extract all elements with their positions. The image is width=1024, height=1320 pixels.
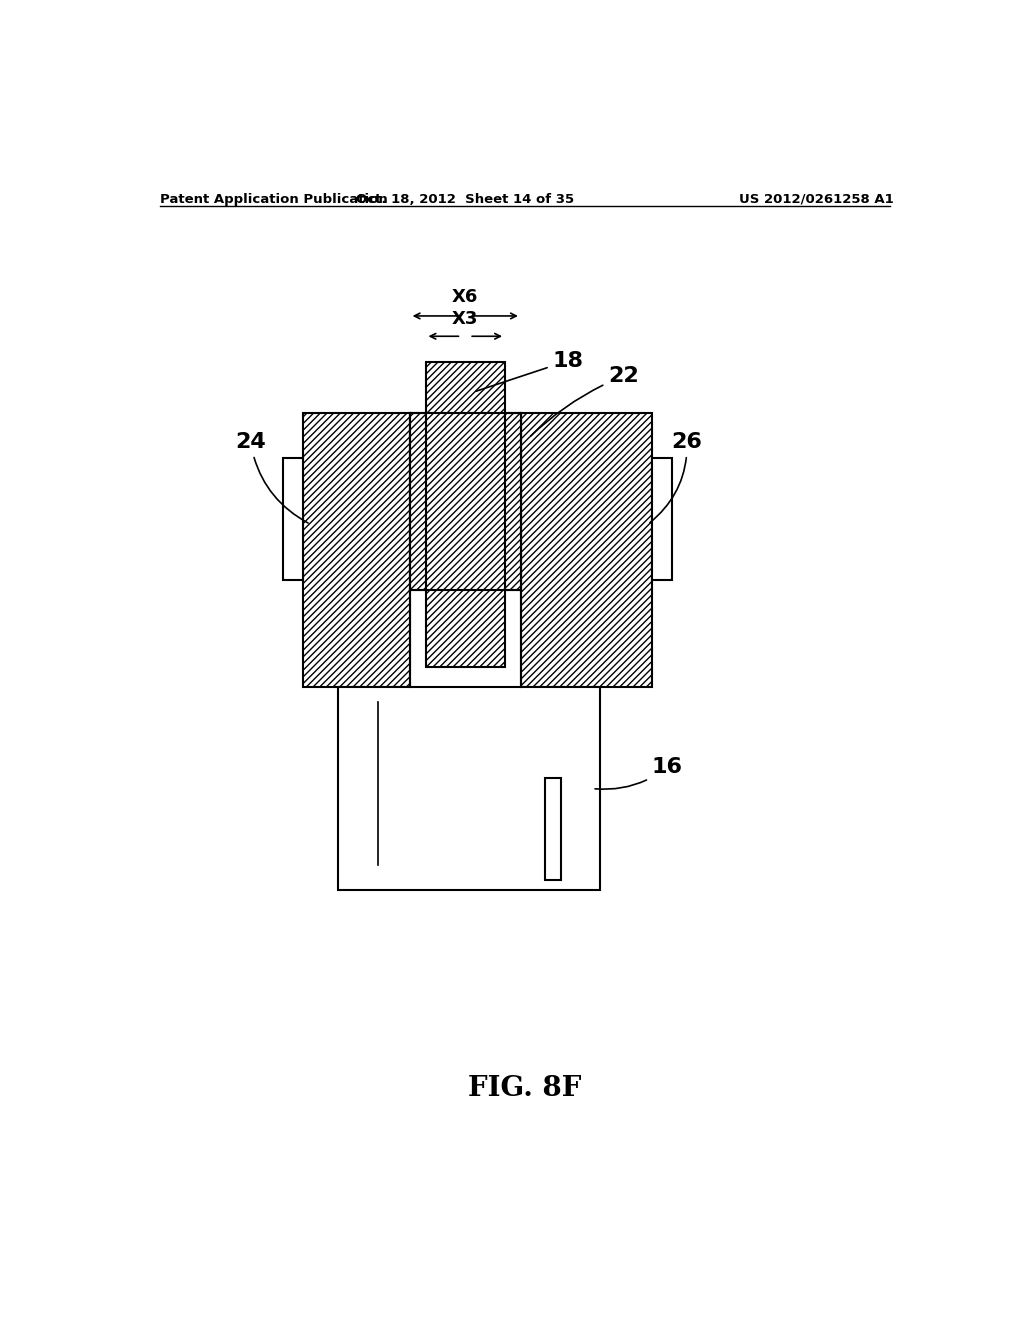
- Text: US 2012/0261258 A1: US 2012/0261258 A1: [739, 193, 894, 206]
- Bar: [410, 413, 521, 590]
- Bar: [303, 413, 410, 686]
- Text: 16: 16: [595, 758, 683, 789]
- Text: Patent Application Publication: Patent Application Publication: [160, 193, 387, 206]
- Text: Oct. 18, 2012  Sheet 14 of 35: Oct. 18, 2012 Sheet 14 of 35: [356, 193, 574, 206]
- Bar: [283, 458, 303, 581]
- Bar: [545, 779, 560, 880]
- Text: 18: 18: [476, 351, 584, 391]
- Bar: [338, 686, 600, 890]
- Text: 26: 26: [650, 432, 702, 523]
- Text: X3: X3: [452, 310, 478, 329]
- Bar: [521, 413, 652, 686]
- Text: 22: 22: [530, 366, 639, 436]
- Text: FIG. 8F: FIG. 8F: [468, 1074, 582, 1102]
- Bar: [652, 458, 672, 581]
- Text: 24: 24: [236, 432, 308, 523]
- Bar: [426, 362, 505, 667]
- Text: X6: X6: [452, 288, 478, 306]
